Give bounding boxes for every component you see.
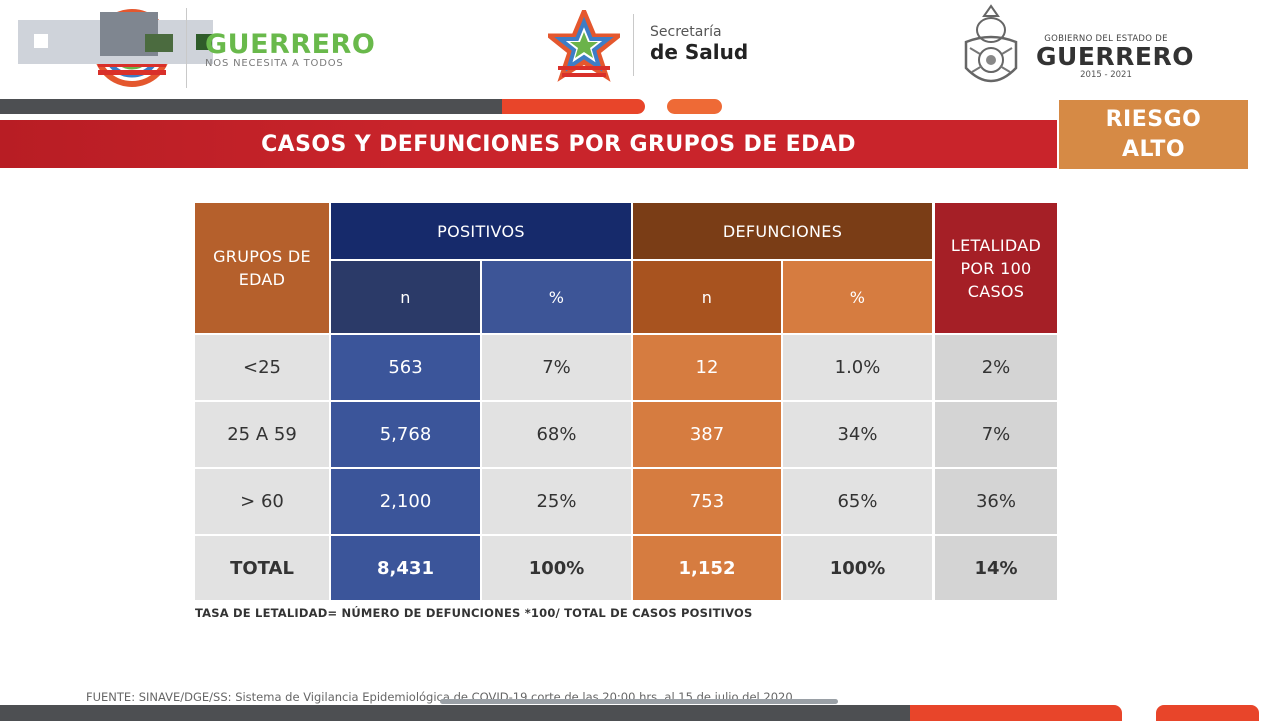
header-divider — [186, 8, 187, 88]
header-defunciones-n: n — [633, 261, 781, 333]
row-pos-n-total-cell: 8,431 — [331, 536, 480, 600]
guerrero-logo-tagline: NOS NECESITA A TODOS — [205, 58, 344, 69]
gobierno-line1: GOBIERNO DEL ESTADO DE — [1044, 34, 1168, 44]
header-positivos-n: n — [331, 261, 480, 333]
row-pos-pct-cell: 7% — [482, 335, 631, 400]
gobierno-line3: 2015 - 2021 — [1080, 70, 1132, 80]
letalidad-footnote: TASA DE LETALIDAD= NÚMERO DE DEFUNCIONES… — [195, 606, 753, 620]
row-def-pct-cell: 65% — [783, 469, 932, 534]
header-letalidad: LETALIDAD POR 100 CASOS — [935, 203, 1057, 333]
row-def-n-cell: 387 — [633, 402, 781, 467]
footer-stripe — [0, 705, 910, 721]
row-def-pct-cell: 34% — [783, 402, 932, 467]
risk-badge: RIESGO ALTO — [1059, 100, 1248, 169]
header-defunciones: DEFUNCIONES — [633, 203, 932, 259]
state-seal-icon — [964, 4, 1018, 83]
footer-stripe — [1156, 705, 1259, 721]
row-letalidad-cell: 7% — [935, 402, 1057, 467]
salud-line1: Secretaría — [650, 24, 722, 40]
guerrero-logo-name: GUERRERO — [205, 29, 376, 60]
title-bar: CASOS Y DEFUNCIONES POR GRUPOS DE EDAD — [0, 120, 1057, 168]
header-stripe — [667, 99, 722, 114]
row-grupo-cell: > 60 — [195, 469, 329, 534]
gobierno-logo-text: GOBIERNO DEL ESTADO DE GUERRERO 2015 - 2… — [1036, 34, 1194, 80]
risk-badge-line1: RIESGO — [1105, 106, 1202, 132]
redaction-overlay — [34, 34, 48, 48]
row-pos-n-cell: 563 — [331, 335, 480, 400]
row-letalidad-total-cell: 14% — [935, 536, 1057, 600]
header-defunciones-pct: % — [783, 261, 932, 333]
row-letalidad-cell: 2% — [935, 335, 1057, 400]
secretaria-salud-logo — [548, 10, 620, 82]
header-stripe — [0, 99, 502, 114]
row-def-n-cell: 12 — [633, 335, 781, 400]
row-def-n-total-cell: 1,152 — [633, 536, 781, 600]
redaction-overlay — [145, 34, 173, 52]
row-pos-pct-cell: 68% — [482, 402, 631, 467]
row-def-n-cell: 753 — [633, 469, 781, 534]
page-title: CASOS Y DEFUNCIONES POR GRUPOS DE EDAD — [261, 131, 856, 157]
row-grupo-total-cell: TOTAL — [195, 536, 329, 600]
row-pos-n-cell: 2,100 — [331, 469, 480, 534]
header-grupos-edad: GRUPOS DE EDAD — [195, 203, 329, 333]
row-grupo-cell: 25 A 59 — [195, 402, 329, 467]
row-letalidad-cell: 36% — [935, 469, 1057, 534]
row-pos-n-cell: 5,768 — [331, 402, 480, 467]
salud-line2: de Salud — [650, 40, 749, 64]
header-positivos-pct: % — [482, 261, 631, 333]
header-positivos: POSITIVOS — [331, 203, 631, 259]
row-grupo-cell: <25 — [195, 335, 329, 400]
secretaria-salud-text: Secretaría de Salud — [650, 24, 748, 64]
header-stripe — [502, 99, 645, 114]
gobierno-line2: GUERRERO — [1036, 42, 1194, 71]
row-pos-pct-cell: 25% — [482, 469, 631, 534]
horizontal-scrollbar[interactable] — [440, 699, 838, 704]
row-def-pct-cell: 1.0% — [783, 335, 932, 400]
risk-badge-line2: ALTO — [1121, 136, 1186, 162]
redaction-overlay — [196, 34, 212, 50]
guerrero-logo-text: GUERRERO NOS NECESITA A TODOS — [205, 29, 376, 70]
footer-stripe — [910, 705, 1122, 721]
row-pos-pct-total-cell: 100% — [482, 536, 631, 600]
row-def-pct-total-cell: 100% — [783, 536, 932, 600]
header-divider — [633, 14, 634, 76]
